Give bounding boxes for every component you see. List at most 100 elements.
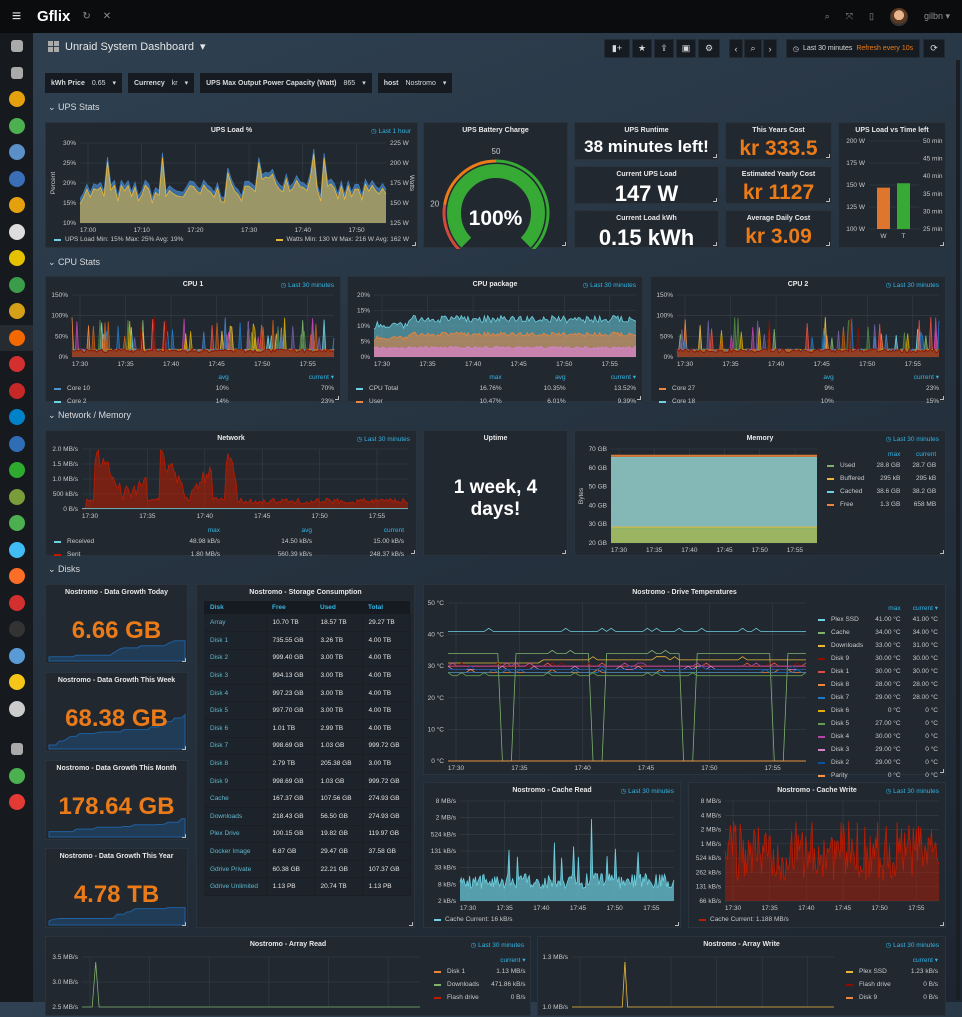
sidebar-item-drop[interactable] xyxy=(0,643,33,670)
legend-item[interactable]: User 10.47% 6.01% 9.39% xyxy=(356,396,636,407)
legend-item[interactable]: Disk 4 30.00 °C 0 °C xyxy=(818,731,938,742)
notifications-icon[interactable]: ▯ xyxy=(869,11,874,22)
sidebar-item-logout[interactable] xyxy=(0,736,33,763)
panel-title[interactable]: Uptime xyxy=(424,435,567,442)
resize-handle[interactable] xyxy=(940,922,944,926)
legend-item[interactable]: Buffered 295 kB 295 kB xyxy=(827,473,936,484)
ups-load-vs-time-chart[interactable]: 200 W 175 W 150 W 125 W 100 W 50 min 45 min 40 … xyxy=(839,123,947,249)
legend-item[interactable]: Parity 0 °C 0 °C xyxy=(818,770,938,781)
sidebar-item-home[interactable] xyxy=(0,33,33,60)
legend-item[interactable]: Disk 9 0 B/s xyxy=(846,992,938,1003)
legend-item[interactable]: Cached 38.6 GB 38.2 GB xyxy=(827,486,936,497)
variable-value[interactable]: Nostromo xyxy=(406,80,436,87)
legend-ups-load[interactable]: UPS Load Min: 15% Max: 25% Avg: 19% xyxy=(54,236,183,243)
refresh-icon[interactable]: ↻ xyxy=(82,11,90,22)
resize-handle[interactable] xyxy=(335,396,339,400)
sidebar-item-help[interactable] xyxy=(0,789,33,816)
resize-handle[interactable] xyxy=(826,242,830,246)
legend-item[interactable]: Downloads 471.86 kB/s xyxy=(434,979,526,990)
sidebar-item-shield[interactable] xyxy=(0,351,33,378)
legend-column-header[interactable]: current ▾ xyxy=(568,373,636,381)
legend-item[interactable]: Core 27 9% 23% xyxy=(659,383,939,394)
sidebar-item-sync[interactable] xyxy=(0,272,33,299)
sidebar-item-app[interactable] xyxy=(0,139,33,166)
legend-cache[interactable]: Cache Current: 1.188 MB/s xyxy=(699,916,789,923)
sidebar-item-plex[interactable] xyxy=(0,86,33,113)
legend-column-header[interactable]: current ▾ xyxy=(231,373,334,381)
variable-value[interactable]: 0.65 xyxy=(92,80,106,87)
panel-title[interactable]: Estimated Yearly Cost xyxy=(726,171,831,178)
time-picker[interactable]: ◷ Last 30 minutes Refresh every 10s xyxy=(786,39,920,58)
variable-2[interactable]: UPS Max Output Power Capacity (Watt) 865 ▾ xyxy=(200,73,372,93)
legend-column-header[interactable]: current xyxy=(314,527,404,534)
time-forward-button[interactable]: › xyxy=(763,39,777,58)
legend-item[interactable]: Core 18 10% 15% xyxy=(659,396,939,407)
legend-item[interactable]: Flash drive 0 B/s xyxy=(846,979,938,990)
avatar[interactable] xyxy=(890,8,908,26)
legend-item[interactable]: Free 1.3 GB 658 MB xyxy=(827,499,936,510)
refresh-button[interactable]: ⟳ xyxy=(923,39,945,58)
sidebar-item-lifebuoy-app[interactable] xyxy=(0,219,33,246)
legend-item[interactable]: Disk 7 29.00 °C 28.00 °C xyxy=(818,692,938,703)
sidebar-item-ubiquiti[interactable] xyxy=(0,431,33,458)
legend-column-header[interactable]: current ▾ xyxy=(481,956,525,964)
legend-item[interactable]: Disk 2 29.00 °C 0 °C xyxy=(818,757,938,768)
settings-button[interactable]: ⚙ xyxy=(698,39,720,58)
legend-item[interactable]: Disk 5 27.00 °C 0 °C xyxy=(818,718,938,729)
dashboard-picker[interactable]: Unraid System Dashboard ▾ xyxy=(48,40,206,53)
ups-load-chart[interactable]: 30%25%20%15%10%225 W200 W175 W150 W125 W… xyxy=(46,123,419,249)
variable-value[interactable]: 865 xyxy=(344,80,356,87)
close-icon[interactable]: ✕ xyxy=(103,11,111,22)
bar-W[interactable] xyxy=(877,188,890,229)
legend-column-header[interactable]: avg xyxy=(222,527,312,534)
legend-item[interactable]: CPU Total 16.76% 10.35% 13.52% xyxy=(356,383,636,394)
sidebar-item-home-assistant[interactable] xyxy=(0,537,33,564)
sidebar-item-nextcloud[interactable] xyxy=(0,404,33,431)
bar-T[interactable] xyxy=(897,183,910,229)
sidebar-item-lazy[interactable] xyxy=(0,616,33,643)
legend-item[interactable]: Disk 1 30.00 °C 30.00 °C xyxy=(818,666,938,677)
scrollbar[interactable] xyxy=(956,60,960,1000)
row-disks[interactable]: ⌄ Disks xyxy=(48,564,80,575)
legend-column-header[interactable]: max xyxy=(137,527,220,534)
sidebar-item-tools[interactable] xyxy=(0,298,33,325)
resize-handle[interactable] xyxy=(562,550,566,554)
variable-1[interactable]: Currency kr ▾ xyxy=(128,73,194,93)
legend-column-header[interactable]: current ▾ xyxy=(903,604,938,612)
legend-item[interactable]: Disk 8 28.00 °C 28.00 °C xyxy=(818,679,938,690)
legend-column-header[interactable]: current xyxy=(902,451,936,458)
cache-read-chart[interactable]: 8 MB/s 2 MB/s 524 kB/s 131 kB/s 33 kB/s 8 kB/… xyxy=(424,783,682,929)
sidebar-item-sab[interactable] xyxy=(0,669,33,696)
sidebar-item-magnet[interactable] xyxy=(0,457,33,484)
cache-write-chart[interactable]: 8 MB/s 4 MB/s 2 MB/s 1 MB/s 524 kB/s 262 kB/s… xyxy=(689,783,947,929)
legend-item[interactable]: Downloads 33.00 °C 31.00 °C xyxy=(818,640,938,651)
resize-handle[interactable] xyxy=(182,834,186,838)
resize-handle[interactable] xyxy=(182,658,186,662)
resize-handle[interactable] xyxy=(713,198,717,202)
legend-item[interactable]: Plex SSD 41.00 °C 41.00 °C xyxy=(818,614,938,625)
resize-handle[interactable] xyxy=(940,550,944,554)
legend-item[interactable]: Sent 1.80 MB/s 560.39 kB/s 248.37 kB/s xyxy=(54,549,404,560)
sidebar-item-github[interactable] xyxy=(0,763,33,790)
sidebar-item-gear[interactable] xyxy=(0,60,33,87)
sidebar-item-lifebuoy-yellow[interactable] xyxy=(0,245,33,272)
row-ups-stats[interactable]: ⌄ UPS Stats xyxy=(48,102,100,113)
row-network-memory[interactable]: ⌄ Network / Memory xyxy=(48,410,131,421)
legend-column-header[interactable]: avg xyxy=(767,373,834,381)
resize-handle[interactable] xyxy=(562,242,566,246)
sidebar-item-cloud[interactable] xyxy=(0,166,33,193)
sidebar-item-toggle[interactable] xyxy=(0,510,33,537)
legend-column-header[interactable]: max xyxy=(866,451,900,458)
resize-handle[interactable] xyxy=(675,922,679,926)
legend-watts[interactable]: Watts Min: 130 W Max: 216 W Avg: 162 W xyxy=(276,236,409,243)
legend-column-header[interactable]: avg xyxy=(162,373,229,381)
variable-0[interactable]: kWh Price 0.65 ▾ xyxy=(45,73,122,93)
column-header[interactable]: Free xyxy=(266,601,314,614)
legend-column-header[interactable]: max xyxy=(865,604,900,612)
resize-handle[interactable] xyxy=(182,746,186,750)
resize-handle[interactable] xyxy=(940,396,944,400)
sidebar-item-bowl[interactable] xyxy=(0,484,33,511)
legend-item[interactable]: Disk 9 30.00 °C 30.00 °C xyxy=(818,653,938,664)
legend-item[interactable]: Plex SSD 1.23 kB/s xyxy=(846,966,938,977)
variable-3[interactable]: host Nostromo ▾ xyxy=(378,73,453,93)
